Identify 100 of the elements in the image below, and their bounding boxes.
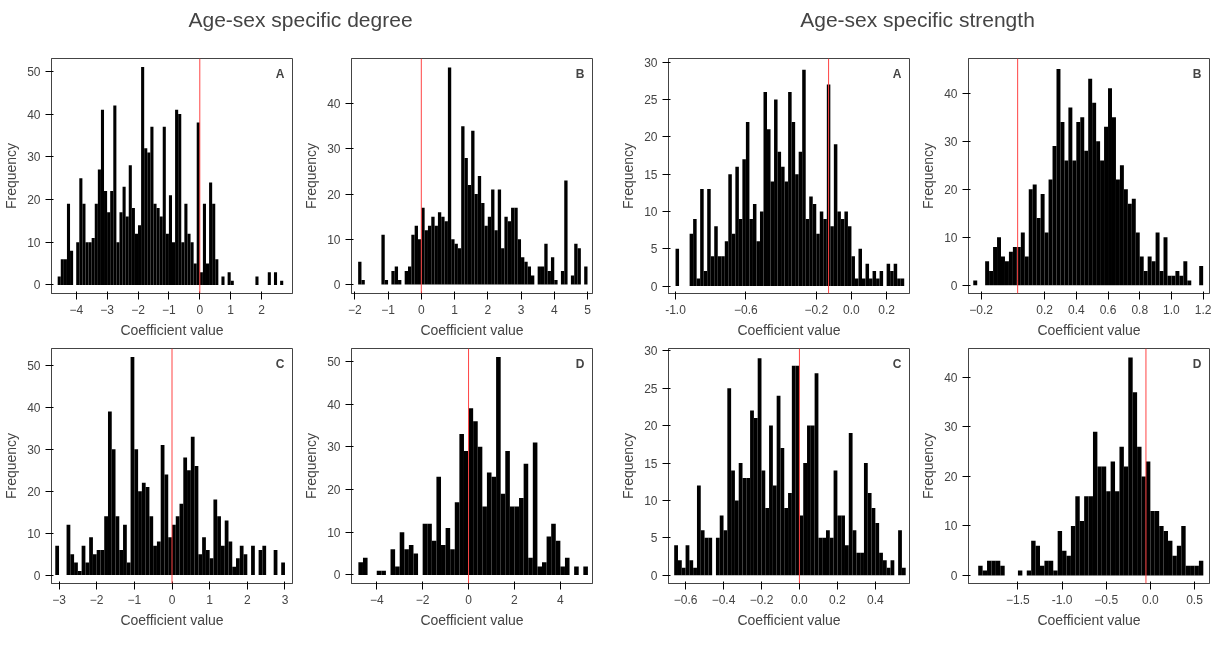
x-tick-label: 3 [281, 592, 289, 607]
y-tick-label: 5 [650, 242, 658, 257]
y-tick-label: 40 [327, 97, 341, 112]
y-axis-title: Frequency [620, 142, 637, 210]
x-tick-label: 1 [451, 302, 459, 317]
y-tick-label: 20 [27, 193, 41, 207]
x-tick-label: 0.0 [1142, 592, 1160, 607]
x-tick-label: -1.0 [665, 302, 687, 317]
x-tick-label: 1 [227, 302, 235, 317]
y-tick-label: 15 [644, 456, 658, 471]
x-axis-title: Coefficient value [120, 321, 224, 338]
annotation: A [275, 66, 285, 81]
x-tick-label: 1.0 [1163, 302, 1181, 317]
y-axis-title: Frequency [920, 142, 937, 210]
y-tick-label: 0 [333, 277, 341, 292]
x-tick-label: 0.0 [791, 592, 809, 607]
y-tick-label: 40 [327, 397, 341, 412]
y-tick-label: 0 [950, 278, 958, 293]
annotation: B [575, 66, 585, 81]
x-tick-label: 0.8 [1131, 302, 1149, 317]
y-tick-label: 10 [327, 525, 341, 540]
y-tick-label: 50 [27, 64, 41, 79]
y-tick-label: 30 [327, 440, 341, 455]
y-tick-label: 0 [650, 279, 658, 294]
x-tick-label: −4 [69, 302, 84, 317]
y-tick-label: 20 [27, 484, 41, 499]
x-tick-label: −1 [127, 592, 142, 607]
y-tick-label: 0 [950, 569, 958, 584]
x-axis-title: Coefficient value [1037, 321, 1141, 338]
x-tick-label: −3 [52, 592, 67, 607]
x-axis-title: Coefficient value [420, 321, 524, 338]
x-tick-label: 0.6 [1099, 302, 1117, 317]
annotation: B [1192, 66, 1202, 81]
x-tick-label: 0 [417, 302, 425, 317]
x-tick-label: 0.2 [829, 592, 847, 607]
x-tick-label: 0.4 [1067, 302, 1085, 317]
x-tick-label: −0.4 [711, 592, 736, 607]
x-axis-title: Coefficient value [737, 611, 841, 628]
x-tick-label: 3 [517, 302, 525, 317]
y-tick-label: 40 [27, 400, 41, 415]
y-tick-label: 20 [644, 419, 658, 434]
y-tick-label: 25 [644, 93, 658, 108]
x-tick-label: 1 [206, 592, 214, 607]
y-tick-label: 10 [27, 526, 41, 541]
y-tick-label: 30 [644, 55, 658, 70]
annotation: A [892, 66, 902, 81]
y-tick-label: 20 [944, 469, 958, 484]
y-tick-label: 5 [650, 531, 658, 546]
x-tick-label: 0 [465, 592, 473, 607]
annotation: C [275, 356, 285, 371]
x-tick-label: −0.5 [1094, 592, 1119, 607]
y-axis-title: Frequency [303, 142, 320, 210]
x-tick-label: 4 [550, 302, 558, 317]
y-tick-label: 10 [644, 204, 658, 219]
x-tick-label: −2 [347, 302, 362, 317]
x-tick-label: −0.6 [673, 592, 698, 607]
y-tick-label: 0 [33, 568, 41, 583]
x-axis-title: Coefficient value [737, 321, 841, 338]
x-tick-label: 0.5 [1186, 592, 1204, 607]
y-tick-label: 20 [327, 187, 341, 202]
x-tick-label: −4 [369, 592, 384, 607]
y-tick-label: 10 [944, 230, 958, 245]
x-axis-title: Coefficient value [1037, 611, 1141, 628]
x-tick-label: 2 [511, 592, 519, 607]
y-tick-label: 30 [944, 420, 958, 435]
x-tick-label: 0 [168, 592, 176, 607]
y-tick-label: 40 [27, 107, 41, 122]
y-tick-label: 50 [327, 354, 341, 369]
y-tick-label: 40 [944, 370, 958, 385]
y-tick-label: 25 [644, 381, 658, 396]
y-tick-label: 50 [27, 358, 41, 373]
x-tick-label: −3 [100, 302, 115, 317]
x-tick-label: 0.4 [867, 592, 885, 607]
y-tick-label: 30 [327, 142, 341, 157]
y-tick-label: 20 [944, 182, 958, 197]
y-tick-label: 30 [27, 150, 41, 165]
y-axis-title: Frequency [920, 432, 937, 500]
text: Age-sex specific strength [800, 7, 1035, 31]
y-tick-label: 0 [33, 278, 41, 293]
x-tick-label: -1.0 [1051, 592, 1073, 607]
x-tick-label: 0 [196, 302, 204, 317]
x-tick-label: 0.0 [843, 302, 861, 317]
x-tick-label: 5 [584, 302, 592, 317]
y-tick-label: 10 [327, 232, 341, 247]
y-tick-label: 15 [644, 167, 658, 182]
y-tick-label: 20 [327, 483, 341, 497]
y-tick-label: 0 [333, 568, 341, 583]
y-tick-label: 10 [944, 519, 958, 534]
y-tick-label: 30 [27, 442, 41, 457]
x-tick-label: 4 [557, 592, 565, 607]
x-tick-label: −2 [131, 302, 146, 317]
text: Age-sex specific degree [188, 7, 413, 31]
y-tick-label: 30 [944, 134, 958, 149]
y-axis-title: Frequency [620, 432, 637, 500]
annotation: D [575, 356, 585, 371]
x-tick-label: −1 [162, 302, 177, 317]
y-axis-title: Frequency [3, 142, 20, 210]
y-tick-label: 0 [650, 568, 658, 583]
x-tick-label: −1 [381, 302, 396, 317]
y-tick-label: 10 [644, 493, 658, 508]
